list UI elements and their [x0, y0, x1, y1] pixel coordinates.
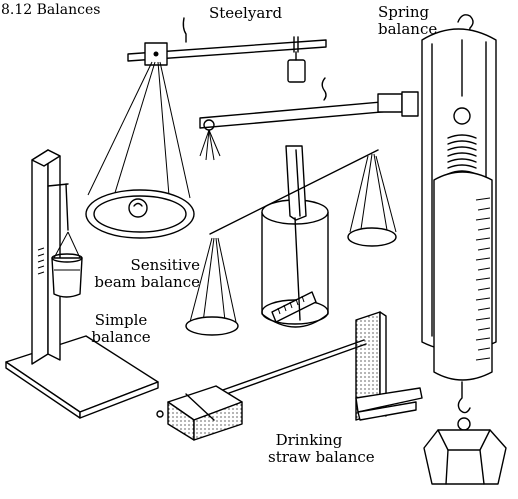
- figure-title: 8.12 Balances: [1, 2, 101, 18]
- spring-label-line2: balance: [378, 20, 438, 38]
- spring-balance-label: Spring balance: [378, 3, 438, 38]
- hanging-beam-illustration: [199, 77, 419, 161]
- steelyard-label: Steelyard: [209, 4, 283, 22]
- spring-label-line1: Spring: [378, 3, 430, 21]
- simple-label-line2: balance: [91, 328, 151, 346]
- simple-balance-label: Simple balance: [88, 312, 154, 346]
- simple-label-line1: Simple: [94, 311, 148, 329]
- sensitive-beam-balance-illustration: [185, 145, 397, 336]
- simple-balance-illustration: [5, 149, 159, 419]
- sensitive-label-line1: Sensitive: [130, 256, 201, 274]
- sensitive-label-line2: beam balance: [94, 273, 200, 291]
- sensitive-beam-balance-label: Sensitive beam balance: [92, 257, 200, 291]
- drinking-straw-balance-illustration: [156, 311, 423, 441]
- drinking-straw-balance-label: Drinking straw balance: [268, 431, 375, 466]
- straw-label-line2: straw balance: [268, 448, 375, 466]
- spring-balance-illustration: [421, 14, 507, 485]
- straw-label-line1: Drinking: [275, 431, 343, 449]
- steelyard-illustration: [85, 17, 327, 239]
